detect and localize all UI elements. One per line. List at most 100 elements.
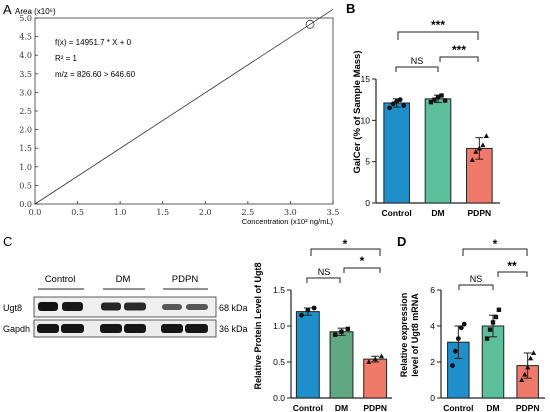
band (161, 324, 183, 333)
y-tick-label: 3.0 (19, 88, 32, 97)
bar-control (295, 311, 320, 399)
sig-bracket-control-dm (458, 284, 494, 290)
panel-a-x-ticks: 0.0 0.5 1.0 1.5 2.0 2.5 3.0 3.5 (29, 201, 339, 217)
sig-bracket-control-pdpn (310, 248, 381, 256)
y-tick-label: 4 (430, 321, 435, 331)
panel-a-y-ticks: 0.0 0.5 1.0 1.5 2.0 2.5 3.0 3.5 4.0 4.5 5.0 (19, 14, 38, 209)
data-point (483, 133, 489, 139)
sig-bracket-dm-pdpn (439, 56, 479, 62)
data-point (442, 98, 448, 103)
band (62, 302, 83, 311)
band (100, 324, 122, 333)
sig-control-pdpn: * (343, 237, 348, 251)
x-tick-label: PDPN (516, 403, 540, 412)
y-tick-label: 0.5 (273, 357, 285, 367)
calibration-point-marker (305, 19, 315, 29)
data-point (378, 353, 385, 359)
data-point (439, 93, 444, 98)
band (185, 324, 208, 333)
data-point (496, 307, 502, 312)
bar-pdpn (363, 358, 388, 399)
blot-ugt8-bands (38, 302, 208, 311)
blot-gapdh-bands (37, 324, 208, 333)
blot-row-ugt8-label: Ugt8 (3, 303, 22, 313)
panel-d-y-title-line2: level of Ugt8 mRNA (410, 293, 420, 377)
data-point (345, 326, 350, 332)
x-tick-label: 2.0 (199, 208, 212, 217)
band (37, 324, 59, 333)
band (124, 324, 146, 333)
data-point (480, 142, 486, 148)
panel-c: C Control DM PDPN Ugt8 68 kDa Gapdh (3, 234, 392, 412)
sig-control-pdpn: *** (431, 18, 445, 32)
data-point (476, 145, 482, 151)
bar-control (383, 102, 410, 204)
regression-equation: f(x) = 14951.7 * X + 0 (55, 38, 132, 47)
panel-c-chart: 0.0 0.5 1.0 1.5 Control DM PDPN (273, 285, 392, 412)
mz-transition: m/z = 826.60 > 646.60 (55, 70, 136, 79)
sig-control-dm: NS (470, 274, 483, 284)
band (186, 304, 208, 310)
data-point (528, 355, 534, 361)
data-point (428, 99, 434, 105)
x-tick-label: DM (335, 403, 348, 412)
x-tick-label: 0.0 (29, 208, 42, 217)
data-point (461, 321, 467, 327)
data-point (311, 305, 317, 311)
blot-group-control: Control (45, 274, 76, 285)
blot-row-ugt8-size: 68 kDa (219, 303, 248, 313)
x-tick-label: Control (382, 208, 412, 218)
y-tick-label: 1.0 (273, 321, 285, 331)
y-tick-label: 0.0 (19, 200, 32, 209)
panel-d-y-title-line1: Relative expression (399, 293, 409, 378)
blot-row-gapdh-label: Gapdh (3, 324, 30, 334)
y-tick-label: 4.5 (19, 33, 32, 42)
sig-bracket-dm-pdpn (343, 267, 381, 273)
data-point (299, 312, 304, 318)
band (101, 302, 121, 311)
panel-b-y-title: GalCer (% of Sample Mass) (352, 50, 363, 173)
bar-dm (424, 98, 452, 204)
blot-row-gapdh-size: 36 kDa (219, 324, 248, 334)
band (38, 302, 58, 311)
western-blot: Control DM PDPN Ugt8 68 kDa Gapdh (3, 274, 248, 338)
y-tick-label: 1.5 (273, 285, 285, 295)
data-point (522, 371, 528, 377)
data-point (519, 377, 525, 382)
y-tick-label: 2.5 (19, 107, 32, 116)
sig-bracket-control-pdpn (397, 31, 479, 40)
sig-dm-pdpn: * (360, 254, 365, 268)
x-tick-label: PDPN (363, 403, 387, 412)
panel-d: D Relative expression level of Ugt8 mRNA… (397, 234, 545, 412)
data-point (435, 94, 441, 100)
x-tick-label: 1.0 (114, 208, 127, 217)
x-tick-label: Control (443, 403, 473, 412)
x-tick-label: DM (431, 208, 444, 218)
data-point (390, 101, 396, 107)
data-point (525, 364, 531, 370)
y-tick-label: 1.5 (19, 144, 32, 153)
data-point (450, 363, 455, 368)
data-point (484, 336, 490, 341)
data-point (487, 327, 493, 332)
sig-dm-pdpn: *** (452, 43, 466, 57)
data-point (530, 350, 537, 355)
y-tick-label: 1.0 (19, 163, 32, 172)
y-tick-label: 15 (361, 74, 371, 84)
y-tick-label: 3.5 (19, 70, 32, 79)
panel-c-y-title: Relative Protein Level of Ugt8 (253, 262, 263, 389)
x-tick-label: 0.5 (71, 208, 84, 217)
band (61, 324, 84, 333)
band (124, 302, 146, 311)
panel-b: B GalCer (% of Sample Mass) 0 5 10 15 Contro… (346, 1, 500, 218)
data-point (339, 329, 344, 334)
blot-group-pdpn: PDPN (172, 274, 199, 285)
bar-dm (329, 331, 354, 399)
data-point (333, 332, 338, 337)
panel-a-label: A (3, 2, 12, 17)
sig-bracket-control-dm (306, 277, 341, 283)
x-tick-label: DM (486, 403, 499, 412)
sig-bracket-control-dm (395, 66, 439, 72)
x-tick-label: PDPN (468, 208, 492, 218)
x-tick-label: 1.5 (156, 208, 169, 217)
